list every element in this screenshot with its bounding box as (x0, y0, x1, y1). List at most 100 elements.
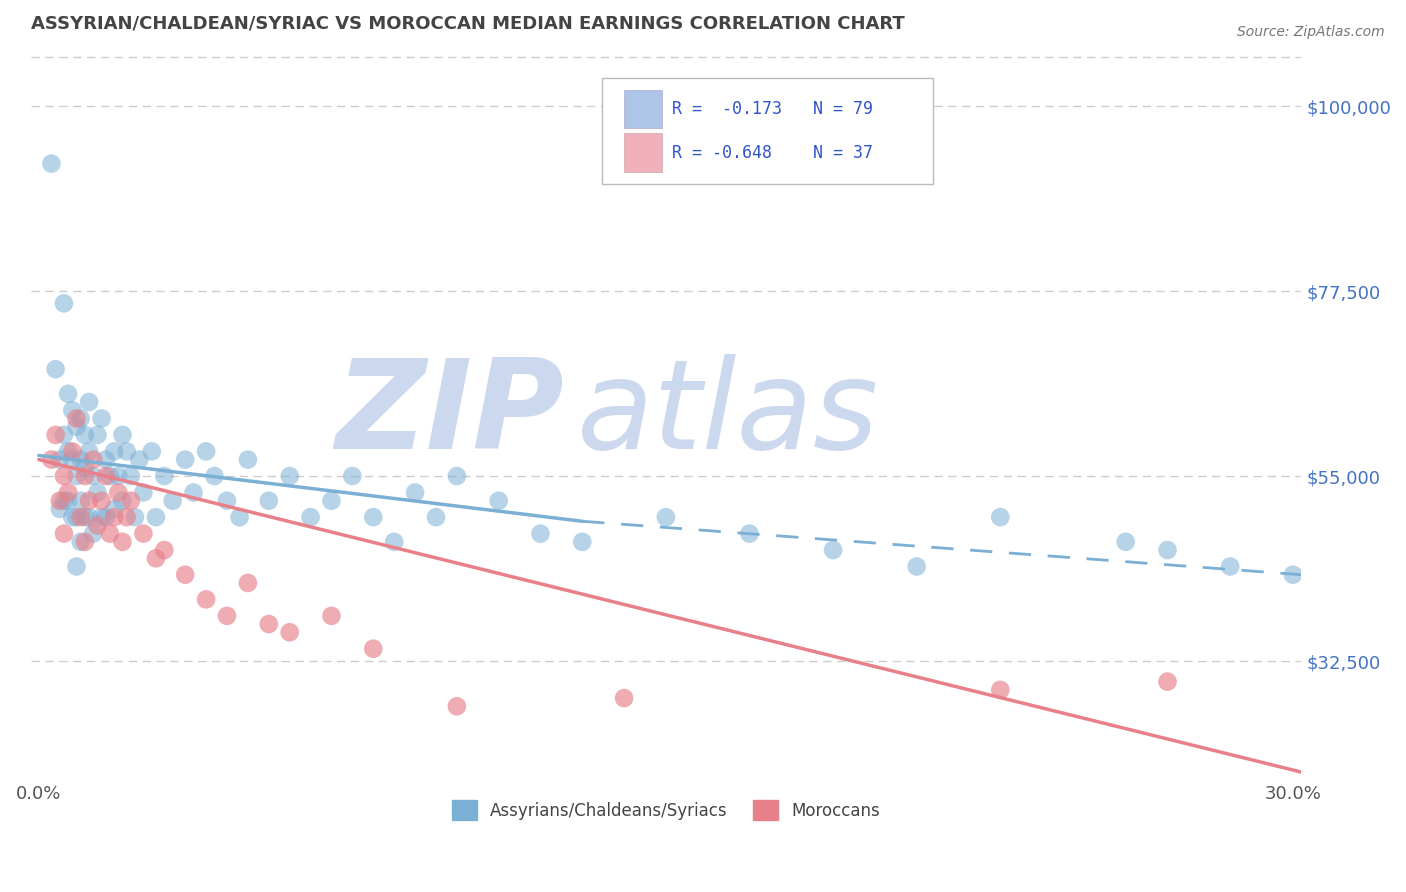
Point (94, 469, 117, 483)
Point (82, 452, 104, 467)
Point (69, 493, 91, 508)
Point (128, 452, 150, 467)
Point (52, 493, 75, 508)
Point (90, 493, 112, 508)
Point (120, 493, 142, 508)
Point (60, 452, 83, 467)
Point (103, 510, 125, 524)
Point (86, 518, 108, 533)
Point (425, 510, 447, 524)
Point (56, 485, 79, 500)
Point (73, 510, 96, 524)
Point (204, 469, 226, 483)
Point (41, 156, 63, 170)
Point (141, 444, 163, 458)
Point (257, 617, 280, 632)
Point (52, 526, 75, 541)
Point (153, 543, 176, 558)
Point (823, 543, 845, 558)
Point (174, 567, 197, 582)
Point (60, 444, 83, 458)
Text: N = 79: N = 79 (813, 100, 873, 118)
Point (73, 469, 96, 483)
Text: ASSYRIAN/CHALDEAN/SYRIAC VS MOROCCAN MEDIAN EARNINGS CORRELATION CHART: ASSYRIAN/CHALDEAN/SYRIAC VS MOROCCAN MED… (31, 15, 904, 33)
Point (529, 526, 551, 541)
Point (52, 296, 75, 310)
Point (905, 559, 928, 574)
Point (56, 493, 79, 508)
FancyBboxPatch shape (624, 134, 662, 171)
Point (321, 493, 343, 508)
Point (98, 526, 121, 541)
Point (41, 452, 63, 467)
Text: ZIP: ZIP (336, 354, 564, 475)
Point (321, 608, 343, 623)
Point (195, 592, 218, 607)
Point (236, 452, 259, 467)
Point (228, 510, 250, 524)
Point (111, 534, 134, 549)
Point (655, 510, 678, 524)
Text: R =  -0.173: R = -0.173 (672, 100, 782, 118)
Point (215, 493, 238, 508)
Point (65, 469, 87, 483)
Point (1115, 534, 1137, 549)
Text: N = 37: N = 37 (813, 144, 873, 161)
Point (69, 510, 91, 524)
Point (77, 444, 100, 458)
Point (215, 608, 238, 623)
Point (73, 428, 96, 442)
Point (571, 534, 593, 549)
Point (115, 510, 138, 524)
Text: Source: ZipAtlas.com: Source: ZipAtlas.com (1237, 25, 1385, 39)
Point (77, 510, 100, 524)
Point (153, 469, 176, 483)
Point (361, 641, 384, 656)
Point (49, 493, 72, 508)
Point (382, 534, 405, 549)
Point (94, 510, 117, 524)
Point (446, 699, 468, 714)
Point (1156, 674, 1178, 689)
Point (49, 452, 72, 467)
Point (988, 510, 1011, 524)
Point (111, 493, 134, 508)
Point (65, 510, 87, 524)
Point (98, 469, 121, 483)
Point (132, 526, 155, 541)
FancyBboxPatch shape (624, 90, 662, 128)
Point (65, 411, 87, 425)
Point (77, 395, 100, 409)
Point (174, 452, 197, 467)
Point (86, 485, 108, 500)
Point (236, 576, 259, 591)
Point (65, 559, 87, 574)
Point (1156, 543, 1178, 558)
Point (342, 469, 364, 483)
Point (60, 403, 83, 417)
Point (257, 493, 280, 508)
Point (107, 469, 129, 483)
Point (446, 469, 468, 483)
Point (45, 362, 67, 376)
Point (90, 510, 112, 524)
Point (73, 534, 96, 549)
Point (988, 682, 1011, 697)
Text: atlas: atlas (576, 354, 879, 475)
Point (69, 534, 91, 549)
Point (120, 469, 142, 483)
Point (278, 469, 301, 483)
Point (488, 493, 510, 508)
Point (94, 452, 117, 467)
Point (103, 502, 125, 516)
Point (86, 428, 108, 442)
Point (132, 485, 155, 500)
Point (1282, 567, 1305, 582)
Point (299, 510, 322, 524)
Point (56, 444, 79, 458)
Point (45, 428, 67, 442)
Point (145, 551, 167, 566)
Point (115, 444, 138, 458)
Point (103, 444, 125, 458)
Point (73, 460, 96, 475)
